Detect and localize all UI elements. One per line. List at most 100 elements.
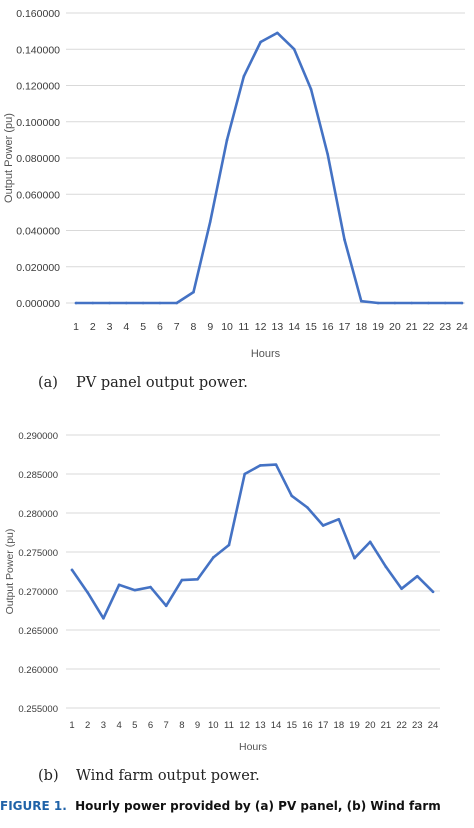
x-tick-label: 1 [73,321,79,333]
y-tick-label: 0.100000 [16,117,60,129]
y-tick-label: 0.275000 [18,548,58,559]
x-tick-label: 10 [208,720,219,731]
x-tick-label: 14 [271,720,282,731]
y-axis-title: Output Power (pu) [4,529,16,615]
y-tick-label: 0.270000 [18,587,58,598]
x-tick-label: 8 [179,720,184,731]
caption-b-text: Wind farm output power. [76,768,260,784]
x-tick-label: 3 [101,720,106,731]
x-tick-label: 15 [286,720,297,731]
x-tick-label: 13 [255,720,266,731]
x-tick-label: 12 [255,321,267,333]
y-tick-label: 0.265000 [18,626,58,637]
data-point [192,290,195,294]
data-point [149,585,152,589]
data-point [460,301,464,305]
data-point [321,524,325,527]
data-point [337,517,341,521]
x-tick-label: 21 [406,321,418,333]
x-tick-label: 23 [439,321,451,333]
x-tick-label: 22 [396,720,407,731]
y-tick-label: 0.280000 [18,509,58,520]
x-tick-label: 8 [191,321,197,333]
x-tick-label: 23 [412,720,423,731]
data-point [175,301,178,305]
x-tick-label: 3 [107,321,113,333]
pv-panel-chart: 0.000000 0.020000 0.040000 0.060000 0.080000… [3,8,468,360]
x-tick-label: 21 [381,720,392,731]
y-tick-label: 0.160000 [16,8,60,20]
y-tick-label: 0.290000 [18,431,58,442]
data-point [227,543,231,547]
x-tick-label: 1 [69,720,74,731]
data-point [133,588,137,592]
y-tick-label: 0.255000 [18,704,58,715]
data-point [290,494,294,498]
x-tick-label: 6 [157,321,163,333]
data-point [108,301,111,305]
data-point [400,587,403,590]
x-axis-title: Hours [239,741,267,753]
x-tick-label: 14 [288,321,300,333]
data-point [70,568,74,572]
x-tick-label: 19 [349,720,360,731]
x-tick-label: 10 [221,321,233,333]
data-point [259,464,262,467]
x-tick-label: 9 [207,321,213,333]
x-tick-label: 7 [164,720,169,731]
data-point [211,556,215,559]
x-tick-label: 24 [428,720,439,731]
x-tick-label: 5 [132,720,137,731]
data-point [86,591,89,594]
data-point [431,590,435,594]
data-point [196,578,199,581]
series-line [74,31,464,305]
x-tick-label: 7 [174,321,180,333]
y-tick-label: 0.000000 [16,298,60,310]
data-point [208,220,212,223]
x-tick-label: 13 [272,321,284,333]
x-tick-label: 19 [372,321,384,333]
y-tick-label: 0.080000 [16,153,60,165]
series-line [70,463,435,620]
data-point [427,301,430,305]
caption-a: (a) PV panel output power. [38,375,248,391]
caption-b: (b) Wind farm output power. [38,768,260,784]
y-tick-label: 0.260000 [18,665,58,676]
x-tick-label: 17 [318,720,329,731]
data-point [306,506,309,509]
data-point [74,301,78,305]
data-point [343,238,346,241]
x-tick-label: 4 [123,321,129,333]
x-tick-label: 2 [85,720,90,731]
y-tick-label: 0.040000 [16,226,60,238]
data-point [158,301,162,305]
figure-caption: FIGURE 1. Hourly power provided by (a) P… [0,799,474,814]
data-point [276,31,279,35]
y-tick-label: 0.060000 [16,189,60,201]
y-tick-label: 0.285000 [18,470,58,481]
figure-caption-text: Hourly power provided by (a) PV panel, (… [75,799,441,813]
x-tick-label: 16 [302,720,313,731]
data-point [443,301,447,305]
x-tick-label: 6 [148,720,153,731]
y-axis-title: Output Power (pu) [3,113,15,203]
x-tick-label: 18 [334,720,345,731]
data-point [141,301,145,305]
data-point [164,604,168,608]
data-point [416,574,419,578]
figure-caption-label: FIGURE 1. [0,799,67,813]
data-point [117,583,121,587]
caption-a-tag: (a) [38,375,58,391]
data-point [102,617,105,620]
data-point [368,540,372,544]
y-tick-label: 0.120000 [16,81,60,93]
wind-farm-chart: 0.255000 0.260000 0.265000 0.270000 0.275000… [4,431,440,753]
data-point [360,299,363,303]
data-point [393,301,397,305]
x-tick-label: 17 [339,321,351,333]
data-point [353,556,356,560]
data-point [274,463,278,466]
x-tick-label: 12 [239,720,250,731]
x-axis-title: Hours [251,348,281,360]
